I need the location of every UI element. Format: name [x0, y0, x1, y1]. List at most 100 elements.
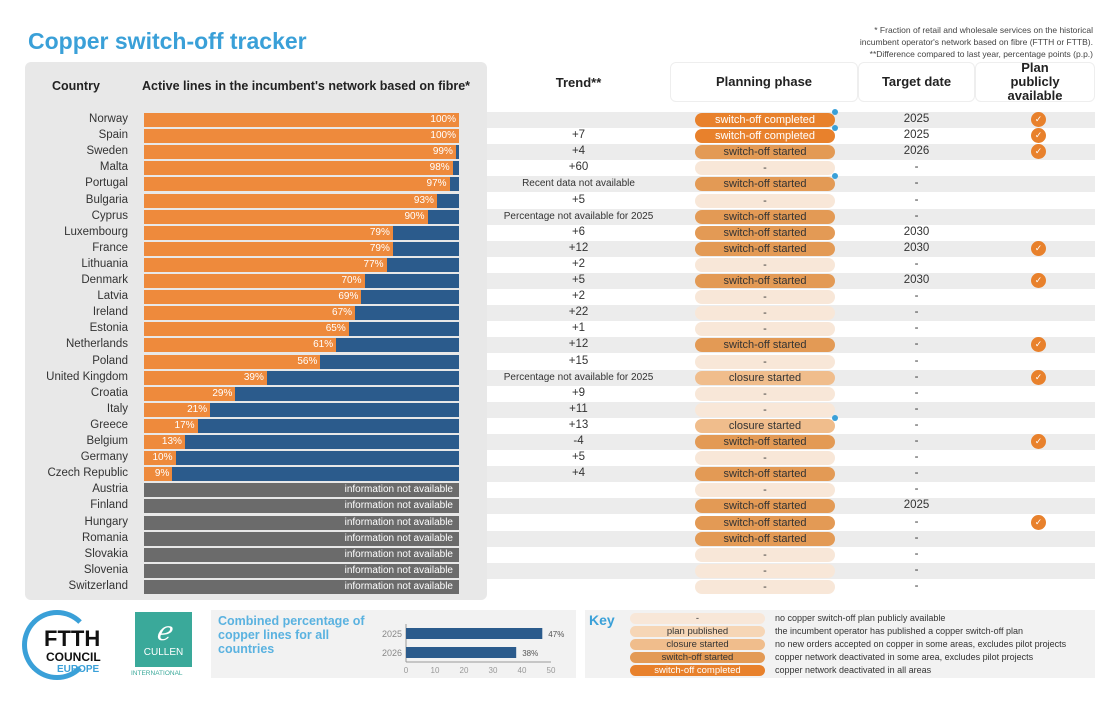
- bar-track: information not available: [144, 563, 459, 578]
- trend-value: +1: [571, 322, 586, 335]
- bar-track: 98%: [144, 161, 459, 176]
- table-row: Belgium 13% -4 switch-off started - ✓: [25, 434, 1095, 450]
- country-name: Sweden: [86, 145, 128, 158]
- combined-bar-svg: 2025 47% 2026 38% 0 10 20 30 40 50: [382, 624, 564, 675]
- note-3: **Difference compared to last year, perc…: [869, 49, 1093, 59]
- trend-value: +7: [571, 129, 586, 142]
- trend-value: +5: [571, 274, 586, 286]
- trend-value: +12: [568, 241, 589, 254]
- bar-track: 79%: [144, 225, 459, 240]
- phase-badge: switch-off started: [695, 531, 835, 546]
- table-row: Portugal 97% Recent data not available sw…: [25, 173, 1095, 193]
- table-row: Greece 17% +13 closure started -: [25, 414, 1095, 434]
- table-row: Denmark 70% +5 switch-off started 2030 ✓: [25, 273, 1095, 289]
- target-date: -: [914, 547, 919, 560]
- phase-badge: -: [695, 354, 835, 369]
- target-date: -: [914, 290, 919, 303]
- target-date: -: [914, 515, 919, 528]
- trend-value: +13: [568, 418, 589, 431]
- target-date: -: [914, 257, 919, 270]
- fibre-bar: 17%: [144, 418, 198, 433]
- target-date: 2030: [903, 241, 930, 254]
- fibre-bar: 70%: [144, 274, 365, 288]
- key-phase-badge: closure started: [630, 639, 765, 650]
- key-title: Key: [589, 612, 615, 628]
- bar-track: 39%: [144, 370, 459, 385]
- target-date: -: [914, 177, 919, 190]
- country-name: Netherlands: [65, 338, 128, 351]
- table-row: Germany 10% +5 - -: [25, 450, 1095, 466]
- phase-badge: switch-off started: [695, 435, 835, 449]
- trend-value: Recent data not available: [522, 178, 635, 190]
- bar-track: 29%: [144, 386, 459, 401]
- bar-track: 13%: [144, 435, 459, 449]
- fibre-bar: 100%: [144, 113, 459, 127]
- combined-chart: Combined percentage of copper lines for …: [211, 610, 576, 678]
- fibre-bar: 39%: [144, 370, 267, 385]
- trend-value: +4: [571, 145, 586, 158]
- target-date: -: [914, 193, 919, 206]
- country-name: Latvia: [97, 290, 128, 303]
- target-date: -: [914, 338, 919, 351]
- country-name: Croatia: [90, 386, 128, 399]
- country-name: Greece: [90, 418, 128, 431]
- target-date: 2030: [903, 274, 930, 286]
- table-row: Bulgaria 93% +5 - -: [25, 193, 1095, 209]
- table-row: Austria information not available - -: [25, 482, 1095, 498]
- header-active-lines: Active lines in the incumbent's network …: [142, 79, 471, 93]
- combined-bar: [406, 628, 543, 639]
- table-row: Malta 98% +60 - -: [25, 160, 1095, 176]
- fibre-bar: 69%: [144, 290, 362, 305]
- bar-track: information not available: [144, 515, 459, 530]
- country-name: Switzerland: [68, 579, 128, 592]
- phase-badge: switch-off started: [695, 241, 835, 256]
- country-name: Lithuania: [81, 257, 128, 270]
- bar-track: 65%: [144, 322, 459, 337]
- country-name: Slovakia: [84, 547, 128, 560]
- phase-badge: closure started: [695, 414, 838, 433]
- bar-track: 93%: [144, 193, 459, 208]
- phase-badge: -: [695, 290, 835, 305]
- trend-value: +5: [571, 193, 586, 206]
- key-description: no new orders accepted on copper in some…: [775, 639, 1067, 649]
- fibre-bar: 79%: [144, 225, 393, 240]
- key-description: no copper switch-off plan publicly avail…: [775, 613, 946, 623]
- year-label: 2026: [382, 648, 402, 658]
- bar-value-label: 38%: [522, 649, 538, 658]
- target-date: -: [914, 402, 919, 415]
- trend-value: +2: [571, 290, 586, 303]
- note-dot-icon: [832, 414, 838, 421]
- country-name: Germany: [80, 451, 128, 464]
- table-row: Finland information not available switch-…: [25, 498, 1095, 515]
- target-date: -: [914, 370, 919, 383]
- key-description: the incumbent operator has published a c…: [775, 626, 1023, 636]
- trend-value: Percentage not available for 2025: [503, 210, 654, 222]
- bar-track: information not available: [144, 499, 459, 514]
- bar-track: 69%: [144, 290, 459, 305]
- trend-value: +4: [571, 467, 586, 480]
- phase-badge: -: [695, 483, 835, 498]
- table-row: France 79% +12 switch-off started 2030 ✓: [25, 240, 1095, 257]
- trend-value: Percentage not available for 2025: [503, 371, 654, 383]
- country-name: Finland: [90, 499, 128, 512]
- country-name: Cyprus: [91, 209, 128, 222]
- bar-track: 67%: [144, 306, 459, 321]
- phase-badge: -: [695, 402, 835, 417]
- phase-badge: switch-off started: [695, 225, 835, 240]
- fibre-bar: 100%: [144, 129, 459, 144]
- table-row: United Kingdom 39% Percentage not availab…: [25, 369, 1095, 386]
- table-row: Hungary information not available switch-…: [25, 514, 1095, 531]
- country-name: France: [92, 241, 128, 254]
- fibre-bar: 67%: [144, 306, 356, 321]
- country-name: Denmark: [81, 274, 128, 286]
- na-bar: information not available: [144, 483, 459, 498]
- trend-value: +11: [569, 402, 588, 415]
- note-dot-icon: [832, 173, 838, 180]
- fibre-bar: 10%: [144, 451, 176, 466]
- combined-title: Combined percentage of copper lines for …: [218, 614, 365, 656]
- phase-badge: -: [695, 547, 835, 562]
- check-icon: ✓: [1031, 240, 1046, 256]
- trend-value: +15: [568, 354, 589, 367]
- fibre-bar: 79%: [144, 241, 393, 256]
- phase-badge: switch-off started: [695, 209, 835, 224]
